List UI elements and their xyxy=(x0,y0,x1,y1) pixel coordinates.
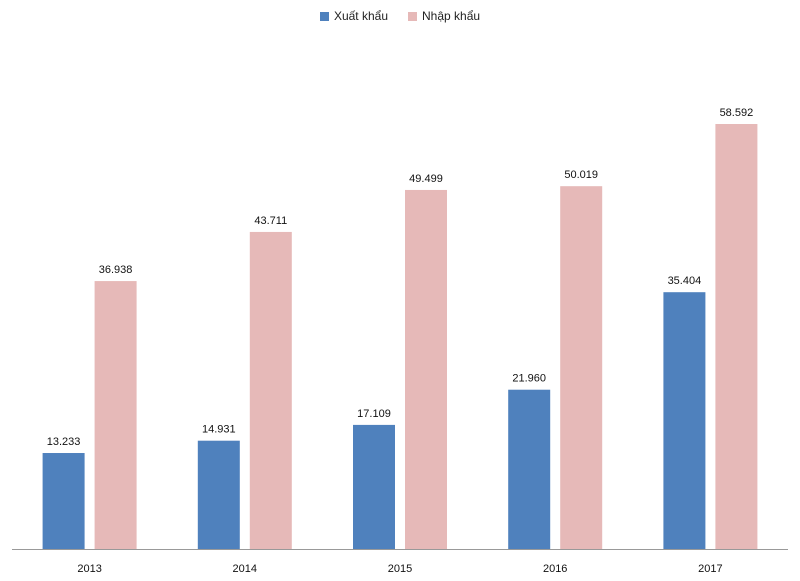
data-label-exports-2017: 35.404 xyxy=(668,275,702,287)
data-label-imports-2015: 49.499 xyxy=(409,173,443,185)
data-label-exports-2014: 14.931 xyxy=(202,424,236,436)
bar-exports-2016 xyxy=(508,389,551,549)
data-label-exports-2013: 13.233 xyxy=(47,436,81,448)
bar-exports-2013 xyxy=(42,453,85,549)
x-tick-label-2017: 2017 xyxy=(698,563,722,575)
bar-imports-2015 xyxy=(405,189,447,549)
bar-exports-2015 xyxy=(353,424,395,549)
bar-exports-2017 xyxy=(663,292,706,549)
bar-exports-2014 xyxy=(197,440,240,549)
x-tick-label-2013: 2013 xyxy=(77,563,101,575)
data-label-imports-2016: 50.019 xyxy=(564,169,598,181)
legend-item-exports: Xuất khẩu xyxy=(319,9,388,23)
legend-label-exports: Xuất khẩu xyxy=(333,9,388,23)
bar-imports-2014 xyxy=(249,231,292,550)
x-tick-label-2016: 2016 xyxy=(543,563,567,575)
data-label-exports-2015: 17.109 xyxy=(357,408,391,420)
bar-imports-2013 xyxy=(94,281,137,549)
data-label-imports-2013: 36.938 xyxy=(99,264,133,276)
legend-swatch-imports xyxy=(408,11,417,21)
x-tick-label-2015: 2015 xyxy=(388,563,412,575)
bar-imports-2017 xyxy=(715,124,758,549)
data-label-imports-2017: 58.592 xyxy=(720,107,754,119)
x-tick-label-2014: 2014 xyxy=(233,563,257,575)
bar-imports-2016 xyxy=(560,186,603,549)
data-label-exports-2016: 21.960 xyxy=(512,373,546,385)
legend-label-imports: Nhập khẩu xyxy=(422,9,481,23)
legend-swatch-exports xyxy=(319,11,329,21)
legend-item-imports: Nhập khẩu xyxy=(408,9,480,23)
legend: Xuất khẩu Nhập khẩu xyxy=(0,9,800,23)
data-label-imports-2014: 43.711 xyxy=(254,215,287,227)
